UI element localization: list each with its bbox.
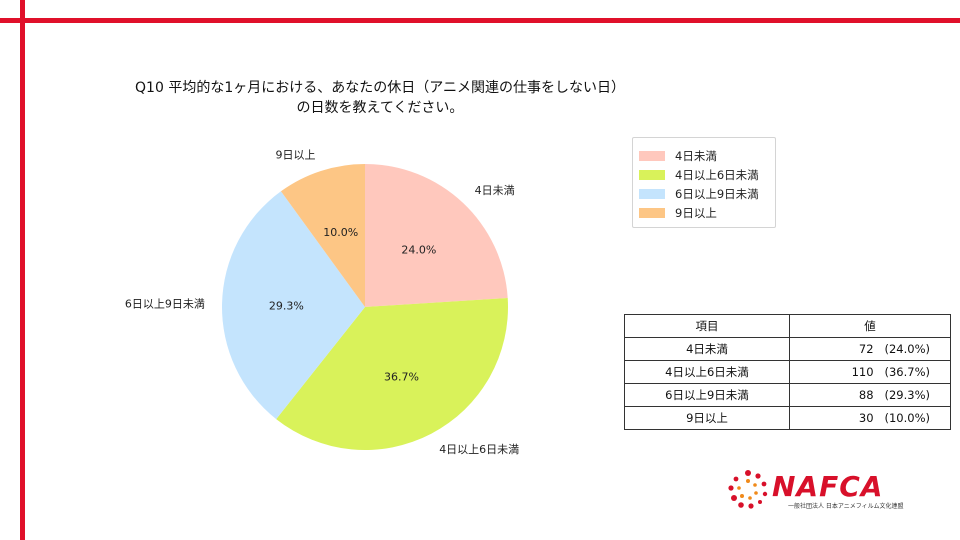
legend-label: 4日以上6日未満	[675, 168, 759, 182]
legend-item: 4日以上6日未満	[639, 167, 759, 183]
table-cell-value: 30 (10.0%)	[789, 406, 951, 430]
table-cell-item: 4日未満	[624, 337, 790, 361]
table-row: 4日以上6日未満 110 (36.7%)	[624, 360, 951, 384]
values-table: 項目 値 4日未満 72 (24.0%) 4日以上6日未満 110 (36.7%…	[624, 314, 951, 430]
table-cell-value: 88 (29.3%)	[789, 383, 951, 407]
legend-label: 9日以上	[675, 206, 717, 220]
legend-swatch	[639, 151, 665, 161]
table-cell-value: 72 (24.0%)	[789, 337, 951, 361]
legend-item: 4日未満	[639, 148, 717, 164]
table-cell-item: 4日以上6日未満	[624, 360, 790, 384]
logo-dots-icon	[728, 470, 768, 509]
legend-swatch	[639, 208, 665, 218]
table-row: 4日未満 72 (24.0%)	[624, 337, 951, 361]
pie-slice	[276, 298, 508, 451]
legend-item: 9日以上	[639, 205, 717, 221]
pie-slice	[222, 191, 365, 420]
table-cell-item: 6日以上9日未満	[624, 383, 790, 407]
logo-subtitle: 一般社団法人 日本アニメフィルム文化連盟	[788, 503, 904, 510]
title-line-2: の日数を教えてください。	[296, 100, 464, 116]
slice-category-label: 4日未満	[475, 184, 515, 197]
table-header-value: 値	[789, 314, 951, 338]
slice-percent-label: 29.3%	[269, 299, 304, 312]
legend-swatch	[639, 170, 665, 180]
title-line-1: Q10 平均的な1ヶ月における、あなたの休日（アニメ関連の仕事をしない日）	[135, 80, 625, 96]
slice-category-label: 9日以上	[276, 149, 316, 162]
table-header-item: 項目	[624, 314, 790, 338]
slice-category-label: 4日以上6日未満	[439, 443, 519, 456]
page-title: Q10 平均的な1ヶ月における、あなたの休日（アニメ関連の仕事をしない日） の日…	[60, 78, 700, 118]
logo-wordmark: NAFCA	[772, 470, 884, 503]
slice-percent-label: 10.0%	[323, 226, 358, 239]
table-row: 9日以上 30 (10.0%)	[624, 406, 951, 430]
slice-percent-label: 24.0%	[401, 244, 436, 257]
table-cell-value: 110 (36.7%)	[789, 360, 951, 384]
legend-label: 6日以上9日未満	[675, 187, 759, 201]
left-red-rule	[20, 0, 25, 540]
pie-slice	[365, 164, 508, 307]
slice-percent-label: 36.7%	[384, 371, 419, 384]
nafca-logo: NAFCA 一般社団法人 日本アニメフィルム文化連盟	[726, 468, 926, 512]
pie-chart: 24.0% 4日未満 36.7% 4日以上6日未満 29.3% 6日以上9日未満 10.0%…	[125, 149, 519, 456]
top-red-rule	[0, 18, 960, 23]
chart-legend: 4日未満 4日以上6日未満 6日以上9日未満 9日以上	[632, 137, 776, 228]
slice-category-label: 6日以上9日未満	[125, 298, 205, 311]
legend-label: 4日未満	[675, 149, 717, 163]
legend-item: 6日以上9日未満	[639, 186, 759, 202]
legend-swatch	[639, 189, 665, 199]
pie-slice	[280, 164, 365, 307]
table-cell-item: 9日以上	[624, 406, 790, 430]
table-row: 6日以上9日未満 88 (29.3%)	[624, 383, 951, 407]
table-header-row: 項目 値	[624, 314, 951, 338]
